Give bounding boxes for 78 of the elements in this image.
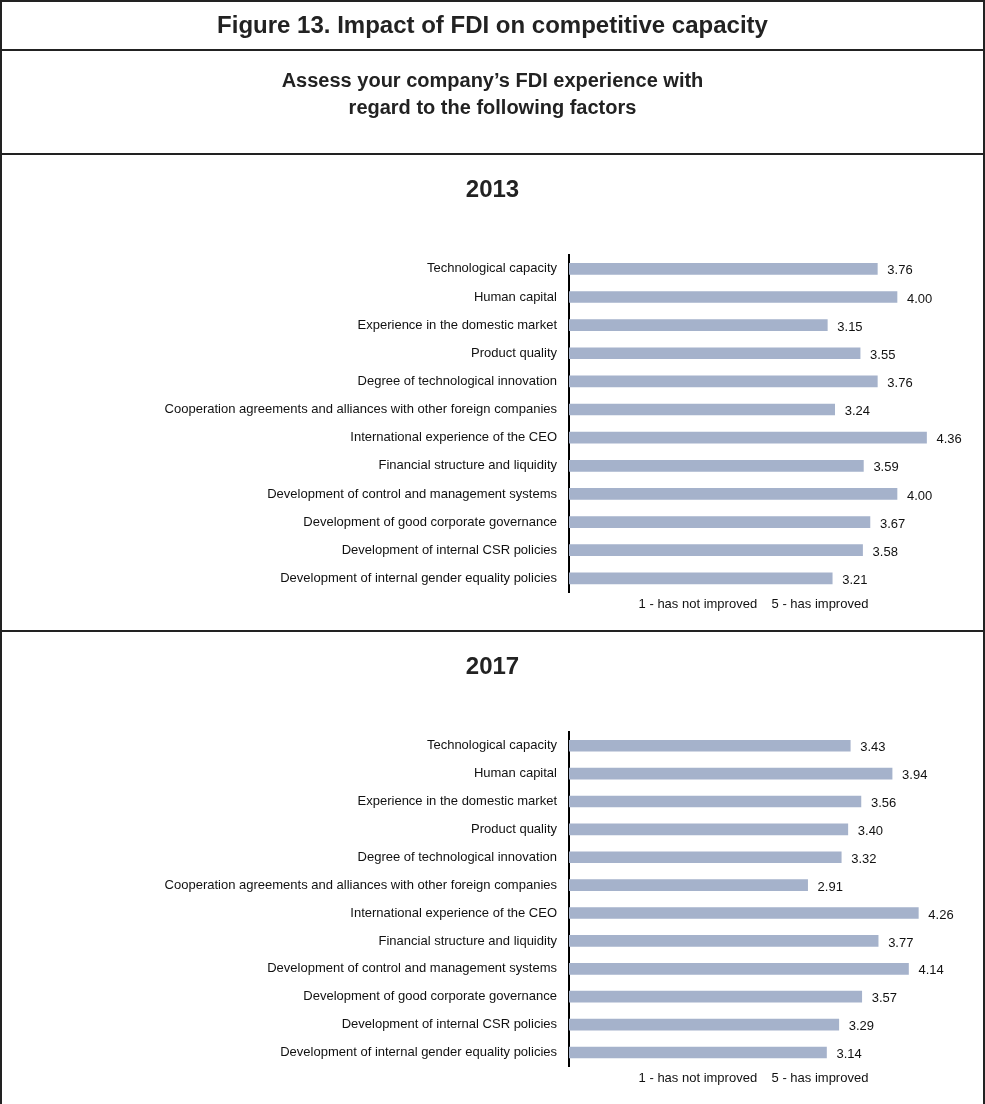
y-tick-label: International experience of the CEO xyxy=(350,429,557,445)
data-label: 3.77 xyxy=(888,934,914,950)
bar xyxy=(569,823,849,836)
bar xyxy=(569,935,879,947)
y-tick-label: Development of good corporate governance xyxy=(303,988,557,1004)
bar xyxy=(569,459,864,472)
data-label: 4.14 xyxy=(918,962,944,978)
data-label: 3.21 xyxy=(842,571,868,587)
caption: Figure 13. Impact of FDI on competitive capacity xyxy=(217,11,768,38)
data-label: 3.59 xyxy=(873,459,899,475)
data-label: 4.26 xyxy=(928,906,954,922)
text: Assess your company’s FDI experience with regard to the following factors xyxy=(280,68,705,120)
data-label: 3.94 xyxy=(902,767,928,783)
chart-title: 2013 xyxy=(464,174,521,204)
bar xyxy=(569,403,836,416)
data-label: 3.67 xyxy=(879,515,906,531)
data-label: 3.58 xyxy=(872,543,898,559)
bar xyxy=(569,962,909,975)
data-label: 2.91 xyxy=(817,878,843,894)
y-tick-label: Cooperation agreements and alliances with other foreign companies xyxy=(164,876,558,892)
bar xyxy=(569,572,833,585)
chart-title: 2017 xyxy=(464,651,521,681)
y-tick-label: Technological capacity xyxy=(426,260,558,276)
y-tick-label: Development of internal CSR policies xyxy=(341,541,558,557)
data-label: 3.76 xyxy=(887,262,913,278)
bar xyxy=(569,851,842,864)
y-tick-label: Human capital xyxy=(473,765,558,781)
data-label: 3.76 xyxy=(887,374,913,390)
y-tick-label: Human capital xyxy=(473,288,558,304)
x-axis-title: 1 - has not improved 5 - has improved xyxy=(638,595,869,611)
bar xyxy=(569,263,878,275)
data-label: 3.55 xyxy=(870,346,896,362)
bar xyxy=(569,795,862,808)
bar xyxy=(569,739,851,752)
data-label: 3.56 xyxy=(870,795,897,811)
x-axis-title: 1 - has not improved 5 - has improved xyxy=(638,1069,869,1085)
bar xyxy=(569,488,898,500)
bar xyxy=(569,879,808,891)
data-label: 3.14 xyxy=(836,1046,862,1062)
data-label: 3.15 xyxy=(837,318,863,334)
bar xyxy=(569,767,893,780)
data-label: 3.32 xyxy=(851,850,877,866)
y-tick-label: Development of internal gender equality policies xyxy=(280,569,558,585)
data-label: 3.24 xyxy=(844,403,870,419)
y-tick-label: Financial structure and liquidity xyxy=(378,457,558,473)
y-tick-label: Product quality xyxy=(471,344,558,360)
bar xyxy=(569,544,863,557)
data-label: 4.00 xyxy=(907,290,933,306)
y-tick-label: Development of control and management systems xyxy=(267,485,558,501)
y-tick-label: Technological capacity xyxy=(426,737,558,753)
data-label: 4.00 xyxy=(907,487,933,503)
y-tick-label: Cooperation agreements and alliances with other foreign companies xyxy=(164,401,558,417)
y-tick-label: Development of control and management systems xyxy=(267,960,558,976)
y-tick-label: Development of internal CSR policies xyxy=(341,1016,558,1032)
y-tick-label: Product quality xyxy=(471,820,558,836)
bar xyxy=(569,1046,827,1059)
y-tick-label: Financial structure and liquidity xyxy=(378,932,558,948)
bar xyxy=(569,516,871,528)
bar xyxy=(569,431,927,444)
bar xyxy=(569,375,878,388)
y-tick-label: Development of internal gender equality policies xyxy=(280,1044,558,1060)
y-tick-label: Experience in the domestic market xyxy=(357,793,558,809)
data-label: 3.40 xyxy=(857,822,884,838)
bar xyxy=(569,291,898,303)
data-label: 3.57 xyxy=(871,990,898,1006)
y-tick-label: Development of good corporate governance xyxy=(303,513,557,529)
bar xyxy=(569,347,861,360)
data-label: 4.36 xyxy=(936,431,962,447)
y-tick-label: Experience in the domestic market xyxy=(357,316,558,332)
bar xyxy=(569,907,919,919)
bar xyxy=(569,1018,840,1031)
y-tick-label: Degree of technological innovation xyxy=(357,848,557,864)
data-label: 3.29 xyxy=(848,1018,875,1034)
y-tick-label: Degree of technological innovation xyxy=(357,372,557,388)
bar xyxy=(569,319,828,331)
bar xyxy=(569,990,863,1003)
data-label: 3.43 xyxy=(860,739,886,755)
y-tick-label: International experience of the CEO xyxy=(350,904,557,920)
